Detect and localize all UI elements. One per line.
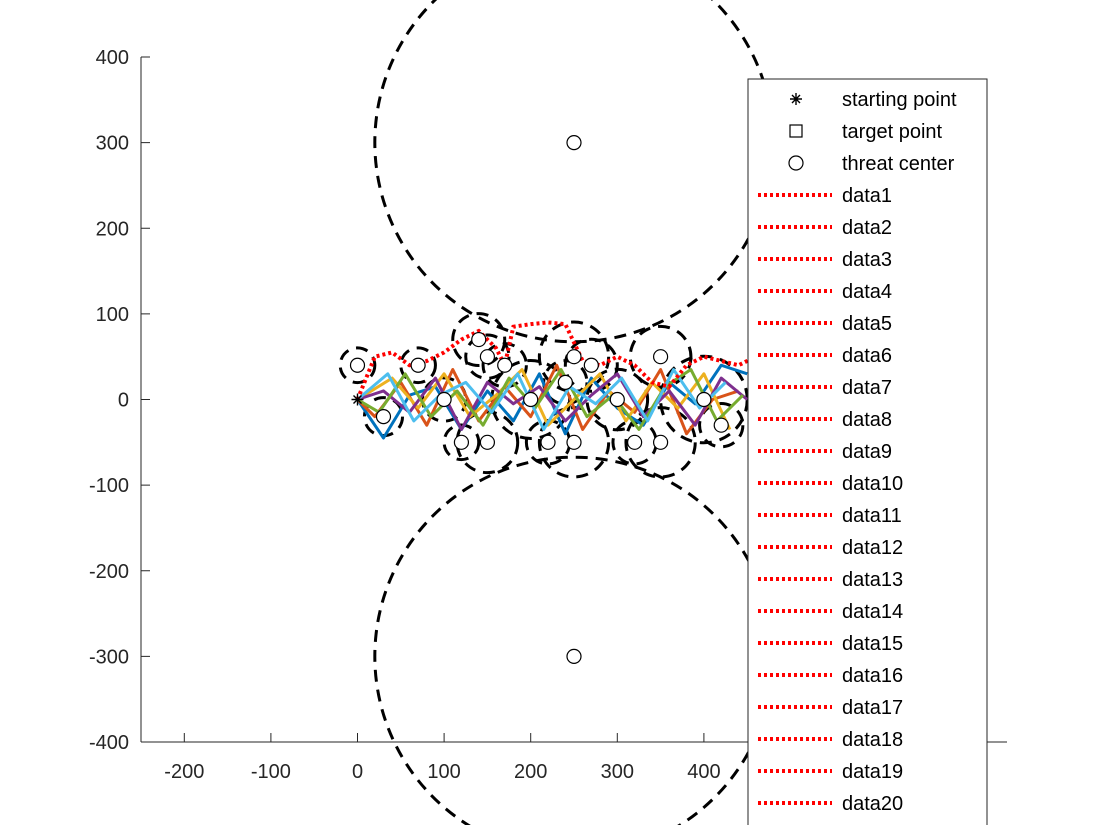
legend-label: data17 [842,697,903,719]
legend-label: data13 [842,569,903,591]
legend-label: starting point [842,89,957,111]
legend-label: data1 [842,185,892,207]
y-tick-label: 400 [96,47,129,69]
threat-radius-circle [698,402,745,449]
x-tick-label: 200 [514,761,547,783]
threat-center-marker [523,391,539,408]
legend-star-marker [790,93,802,105]
threat-center-marker [479,434,495,450]
threat-radius-circle [464,333,511,380]
legend-label: data18 [842,729,903,751]
legend-label: data11 [842,505,902,527]
legend-label: data7 [842,377,892,399]
threat-center-marker [375,409,392,425]
legend-label: data5 [842,313,892,335]
threat-center-marker [566,349,582,365]
legend: starting point target point threat center d… [747,78,988,825]
x-tick-label: 300 [601,761,634,783]
y-tick-label: -400 [89,732,129,754]
legend-label: data8 [842,409,892,431]
threat-center-layer [349,135,729,664]
threat-center-marker [566,648,582,664]
threat-center-marker [652,349,669,365]
legend-label: data14 [842,601,903,623]
axes: 400 300 200 100 0 -100 -200 -300 -400 -200 -100 0 10… [89,47,1007,783]
legend-label: data6 [842,345,892,367]
legend-label: data10 [842,473,903,495]
legend-circle-marker [788,155,804,171]
threat-center-marker [652,434,669,450]
legend-label: data19 [842,761,903,783]
threat-center-marker [453,434,470,450]
threat-center-marker [627,434,643,450]
legend-label: target point [842,121,943,143]
threat-center-marker [471,331,487,348]
y-tick-label: -300 [89,646,129,668]
threat-center-marker [557,374,573,390]
x-tick-label: 100 [427,761,460,783]
y-tick-label: -100 [89,475,129,497]
legend-label: data16 [842,665,903,687]
x-tick-label: 400 [687,761,720,783]
path-line [357,372,749,431]
threat-radius-circle [373,0,775,344]
y-tick-label: 200 [96,218,129,240]
data-path-line [355,320,775,401]
data-path-layer [355,320,775,401]
legend-label: data9 [842,441,892,463]
threat-radius-circle [399,346,437,385]
legend-label: data4 [842,281,892,303]
x-tick-label: -100 [251,761,291,783]
y-tick-label: 300 [96,133,129,155]
legend-label: data20 [842,793,903,815]
x-tick-label: 0 [352,761,363,783]
threat-radius-circle [481,342,528,389]
legend-label: data12 [842,537,903,559]
legend-box [747,78,988,825]
threat-radius-circle [537,320,611,393]
y-tick-label: 0 [118,390,129,412]
threat-radius-circle [455,410,520,475]
threat-center-marker [566,434,582,450]
threat-center-marker [713,417,729,433]
threat-radius-circle [451,312,507,368]
threat-center-marker [583,357,599,373]
threat-radius-circle [563,337,619,393]
threat-center-marker [566,135,582,151]
y-tick-label: 100 [96,304,129,326]
legend-label: threat center [842,153,955,175]
threat-center-marker [479,349,495,365]
threat-center-marker [497,357,513,373]
threat-radius-circle [442,423,481,462]
starting-point-marker [351,393,364,406]
threat-center-marker [540,434,556,450]
threat-center-marker [410,357,426,373]
threat-center-marker [349,357,366,373]
legend-label: data3 [842,249,892,271]
legend-label: data15 [842,633,903,655]
threat-center-marker [609,391,625,408]
x-tick-label: -200 [164,761,204,783]
path-layer [356,363,749,440]
threat-center-marker [696,391,712,408]
y-tick-label: -200 [89,561,129,583]
legend-label: data2 [842,217,892,239]
threat-center-marker [436,391,452,408]
legend-square-marker [789,124,803,138]
threat-radius-circle [338,346,377,385]
